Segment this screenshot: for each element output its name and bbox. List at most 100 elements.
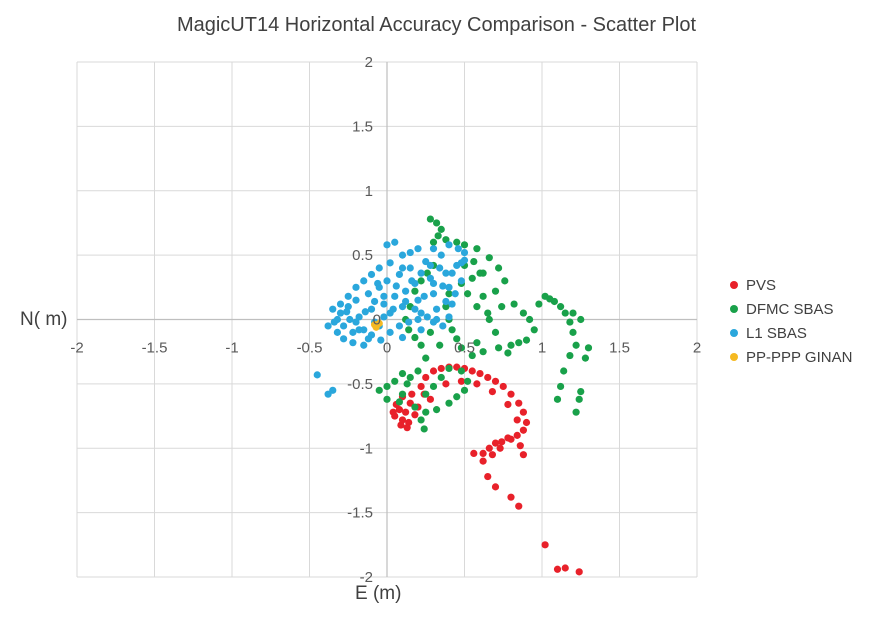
point-dfmc-sbas [437, 225, 445, 233]
point-dfmc-sbas [433, 219, 441, 227]
point-l1-sbas [383, 277, 391, 285]
point-dfmc-sbas [510, 300, 518, 308]
point-l1-sbas [367, 305, 376, 313]
point-l1-sbas [429, 245, 438, 253]
point-pvs [397, 421, 405, 429]
point-pvs [408, 390, 416, 398]
point-dfmc-sbas [433, 406, 441, 414]
point-dfmc-sbas [479, 292, 487, 300]
point-dfmc-sbas [464, 377, 472, 385]
point-l1-sbas [460, 248, 469, 257]
point-l1-sbas [324, 390, 332, 398]
point-dfmc-sbas [561, 309, 569, 317]
point-dfmc-sbas [491, 328, 500, 336]
point-dfmc-sbas [375, 386, 383, 394]
point-l1-sbas [405, 318, 413, 326]
point-l1-sbas [374, 279, 382, 288]
point-l1-sbas [439, 322, 447, 330]
point-pvs [496, 444, 504, 452]
point-dfmc-sbas [445, 364, 453, 373]
point-dfmc-sbas [476, 269, 484, 277]
point-pvs [457, 377, 465, 385]
y-tick-label: 1.5 [352, 118, 373, 135]
point-l1-sbas [364, 335, 372, 343]
x-tick-label: -0.5 [297, 340, 323, 357]
point-pvs [403, 424, 411, 432]
point-l1-sbas [454, 245, 462, 253]
point-l1-sbas [391, 238, 399, 246]
legend-marker-pp-ppp-ginan [730, 353, 738, 361]
point-dfmc-sbas [437, 373, 445, 382]
point-dfmc-sbas [391, 377, 399, 385]
point-dfmc-sbas [445, 290, 453, 298]
point-pvs [561, 564, 569, 572]
point-dfmc-sbas [383, 382, 391, 391]
point-dfmc-sbas [460, 386, 469, 394]
point-dfmc-sbas [569, 309, 577, 317]
point-dfmc-sbas [398, 369, 407, 378]
point-dfmc-sbas [572, 408, 580, 416]
x-tick-label: -1 [225, 340, 238, 357]
legend-label-dfmc-sbas: DFMC SBAS [746, 300, 834, 318]
point-dfmc-sbas [422, 390, 430, 398]
point-pvs [491, 439, 500, 447]
point-dfmc-sbas [395, 398, 403, 406]
point-l1-sbas [336, 309, 345, 317]
point-dfmc-sbas [411, 287, 419, 295]
y-tick-label: -1.5 [347, 505, 373, 522]
point-l1-sbas [417, 326, 425, 334]
point-dfmc-sbas [485, 254, 493, 262]
point-pvs [411, 411, 419, 419]
point-l1-sbas [349, 328, 357, 336]
point-l1-sbas [343, 308, 351, 316]
point-pvs [417, 382, 425, 391]
point-l1-sbas [439, 282, 447, 290]
point-l1-sbas [360, 277, 368, 285]
point-l1-sbas [324, 322, 332, 330]
point-l1-sbas [377, 336, 385, 344]
point-l1-sbas [375, 264, 383, 272]
point-l1-sbas [426, 261, 434, 270]
y-tick-label: -1 [360, 440, 373, 457]
point-pvs [476, 369, 484, 378]
point-dfmc-sbas [434, 232, 442, 240]
point-pvs [442, 380, 450, 388]
point-l1-sbas [408, 277, 416, 285]
legend-item-pvs: PVS [730, 273, 852, 297]
y-tick-label: 2 [365, 54, 373, 71]
chart-title: MagicUT14 Horizontal Accuracy Comparison… [176, 14, 697, 36]
point-dfmc-sbas [530, 326, 538, 334]
point-l1-sbas [423, 313, 431, 321]
point-l1-sbas [429, 290, 438, 298]
point-pvs [519, 408, 528, 416]
point-dfmc-sbas [572, 341, 580, 349]
legend-marker-dfmc-sbas [730, 305, 738, 313]
point-pvs [504, 434, 512, 442]
y-tick-label: 1 [365, 183, 373, 200]
point-dfmc-sbas [566, 351, 574, 360]
point-pvs [516, 442, 524, 450]
point-pvs [473, 380, 481, 388]
point-pvs [485, 444, 493, 452]
point-pvs [507, 390, 515, 398]
point-pvs [389, 408, 397, 416]
point-l1-sbas [336, 300, 345, 308]
point-l1-sbas [445, 241, 453, 249]
point-dfmc-sbas [473, 245, 481, 253]
legend: PVS DFMC SBAS L1 SBAS PP-PPP GINAN [730, 273, 852, 369]
point-dfmc-sbas [569, 328, 577, 336]
point-l1-sbas [367, 270, 376, 279]
point-dfmc-sbas [417, 416, 425, 424]
point-dfmc-sbas [575, 395, 583, 403]
x-tick-label: 1.5 [609, 340, 630, 357]
point-pvs [488, 451, 496, 459]
x-tick-label: -2 [70, 340, 83, 357]
point-dfmc-sbas [426, 328, 434, 336]
point-dfmc-sbas [498, 303, 506, 311]
point-pvs [522, 418, 531, 427]
point-pvs [484, 472, 492, 481]
point-l1-sbas [364, 290, 372, 298]
legend-item-l1-sbas: L1 SBAS [730, 321, 852, 345]
point-pvs [513, 431, 521, 439]
point-l1-sbas [433, 305, 441, 313]
